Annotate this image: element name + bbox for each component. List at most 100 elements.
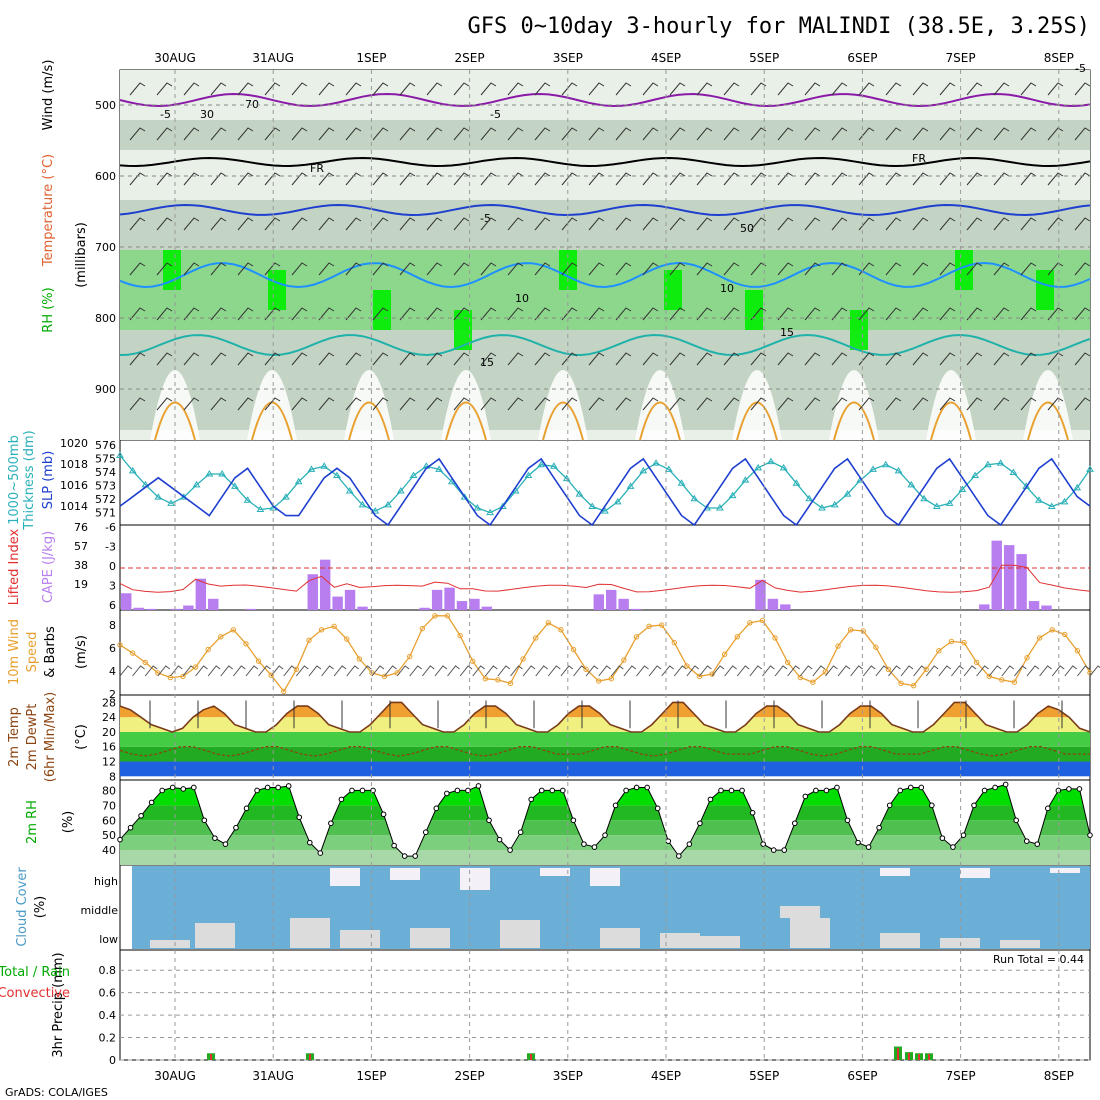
rh-peak-0 xyxy=(163,250,181,290)
wind-barb xyxy=(1074,217,1091,231)
wind-speed-point xyxy=(142,659,148,666)
wind-barb xyxy=(966,352,983,366)
wind-barb xyxy=(264,172,281,186)
rh-point xyxy=(654,805,661,812)
rh-point xyxy=(507,847,513,853)
wind-barb xyxy=(777,172,794,186)
wind-barb-10m xyxy=(648,665,662,677)
wind-barb xyxy=(669,307,686,321)
cape-bar xyxy=(444,587,455,610)
rh-point xyxy=(791,820,798,827)
wind-barb xyxy=(426,127,443,141)
wind-speed-point xyxy=(860,628,866,634)
wind-barb xyxy=(966,217,983,231)
dry-plume-1 xyxy=(247,370,297,440)
dry-plume-4 xyxy=(538,370,588,440)
cape-bar xyxy=(767,598,779,610)
wind-barb xyxy=(966,262,983,276)
rh-band-0 xyxy=(120,120,1090,150)
wind-barb xyxy=(696,397,713,411)
wind-barb xyxy=(264,307,281,321)
wind-barb xyxy=(615,127,632,141)
wind-barb xyxy=(264,217,281,231)
rh-point xyxy=(1076,786,1083,792)
wind-barb-10m xyxy=(636,665,649,677)
wind-barb xyxy=(561,172,578,186)
wind-speed-point xyxy=(482,675,489,682)
thickness-point xyxy=(945,499,954,506)
wind-barb xyxy=(372,397,389,411)
wind-barb xyxy=(561,352,578,366)
wind-barb xyxy=(1020,172,1037,186)
rh-label-2: (%) xyxy=(61,811,76,834)
wind-label-3: & Barbs xyxy=(43,626,58,678)
cloud-level-middle: middle xyxy=(80,904,118,917)
wind-speed-point xyxy=(432,613,438,619)
rh-point xyxy=(159,787,165,794)
thickness-point xyxy=(818,504,826,511)
contour-label-2: -5 xyxy=(490,108,501,121)
contour-10 xyxy=(119,261,1091,289)
wind-barb xyxy=(453,352,470,366)
cape-bar xyxy=(208,598,219,610)
wind-barb-10m xyxy=(220,665,234,677)
wind-frame xyxy=(119,609,1091,696)
wind-barb-10m xyxy=(623,665,637,677)
wind-barb xyxy=(1074,397,1091,411)
cape-ytick-19: 19 xyxy=(74,578,88,591)
wind-barb-10m xyxy=(308,665,322,677)
wind-barb xyxy=(1074,127,1091,141)
cape-bar xyxy=(344,589,356,610)
wind-speed-point xyxy=(1011,679,1018,685)
wind-barb xyxy=(615,262,632,276)
cape-ytick-57: 57 xyxy=(74,540,88,553)
wind-barb xyxy=(237,262,254,276)
relative-humidity-panel: 80 70 60 50 40 xyxy=(102,781,1093,865)
cape-bar xyxy=(630,608,642,610)
wind-barb xyxy=(723,262,740,276)
wind-barb-10m xyxy=(825,665,838,677)
rh-point xyxy=(770,847,777,853)
wind-barb xyxy=(264,352,281,366)
cape-ytick-38: 38 xyxy=(74,559,88,572)
wind-barb xyxy=(912,127,929,141)
wind-barb-10m xyxy=(1077,665,1090,677)
rh-point xyxy=(960,832,967,838)
wind-barb xyxy=(480,172,497,186)
wind-barb xyxy=(1020,82,1037,96)
wind-speed-point xyxy=(671,639,677,646)
wind-speed-point xyxy=(306,637,312,643)
wind-barb xyxy=(723,82,740,96)
wind-barb-10m xyxy=(346,665,360,677)
upper-label-rh: RH (%) xyxy=(41,287,56,332)
thickness-point xyxy=(1073,483,1082,491)
precip-convective-3 xyxy=(897,1047,899,1060)
wind-barb-10m xyxy=(1001,665,1015,677)
thickness-point xyxy=(409,471,418,479)
rh-point xyxy=(876,824,882,831)
temp-ytick-28: 28 xyxy=(102,696,116,709)
precip-convective-1 xyxy=(309,1053,311,1060)
temp-contour-warm-7 xyxy=(833,401,875,441)
wind-barb xyxy=(696,307,713,321)
wind-barb-10m xyxy=(976,665,989,677)
cape-bar xyxy=(245,608,256,610)
contour-label-10: 10 xyxy=(720,282,734,295)
temp-contour-warm-3 xyxy=(445,401,487,441)
rh-point xyxy=(992,784,998,791)
rh-peak-9 xyxy=(1036,270,1054,310)
wind-barb xyxy=(156,307,173,321)
wind-barb xyxy=(804,82,821,96)
wind-barb xyxy=(966,397,983,411)
rh-point xyxy=(117,836,123,843)
wind-barb xyxy=(129,352,146,366)
wind-barb-10m xyxy=(547,665,561,677)
wind-speed-point xyxy=(419,625,426,632)
dry-plume-0 xyxy=(150,370,200,440)
wind-barb xyxy=(939,262,956,276)
wind-barb-10m xyxy=(396,665,410,677)
cape-bar xyxy=(1028,601,1040,610)
low-cloud-4 xyxy=(410,928,450,948)
wind-speed-point xyxy=(999,677,1005,683)
wind-barb xyxy=(318,172,335,186)
